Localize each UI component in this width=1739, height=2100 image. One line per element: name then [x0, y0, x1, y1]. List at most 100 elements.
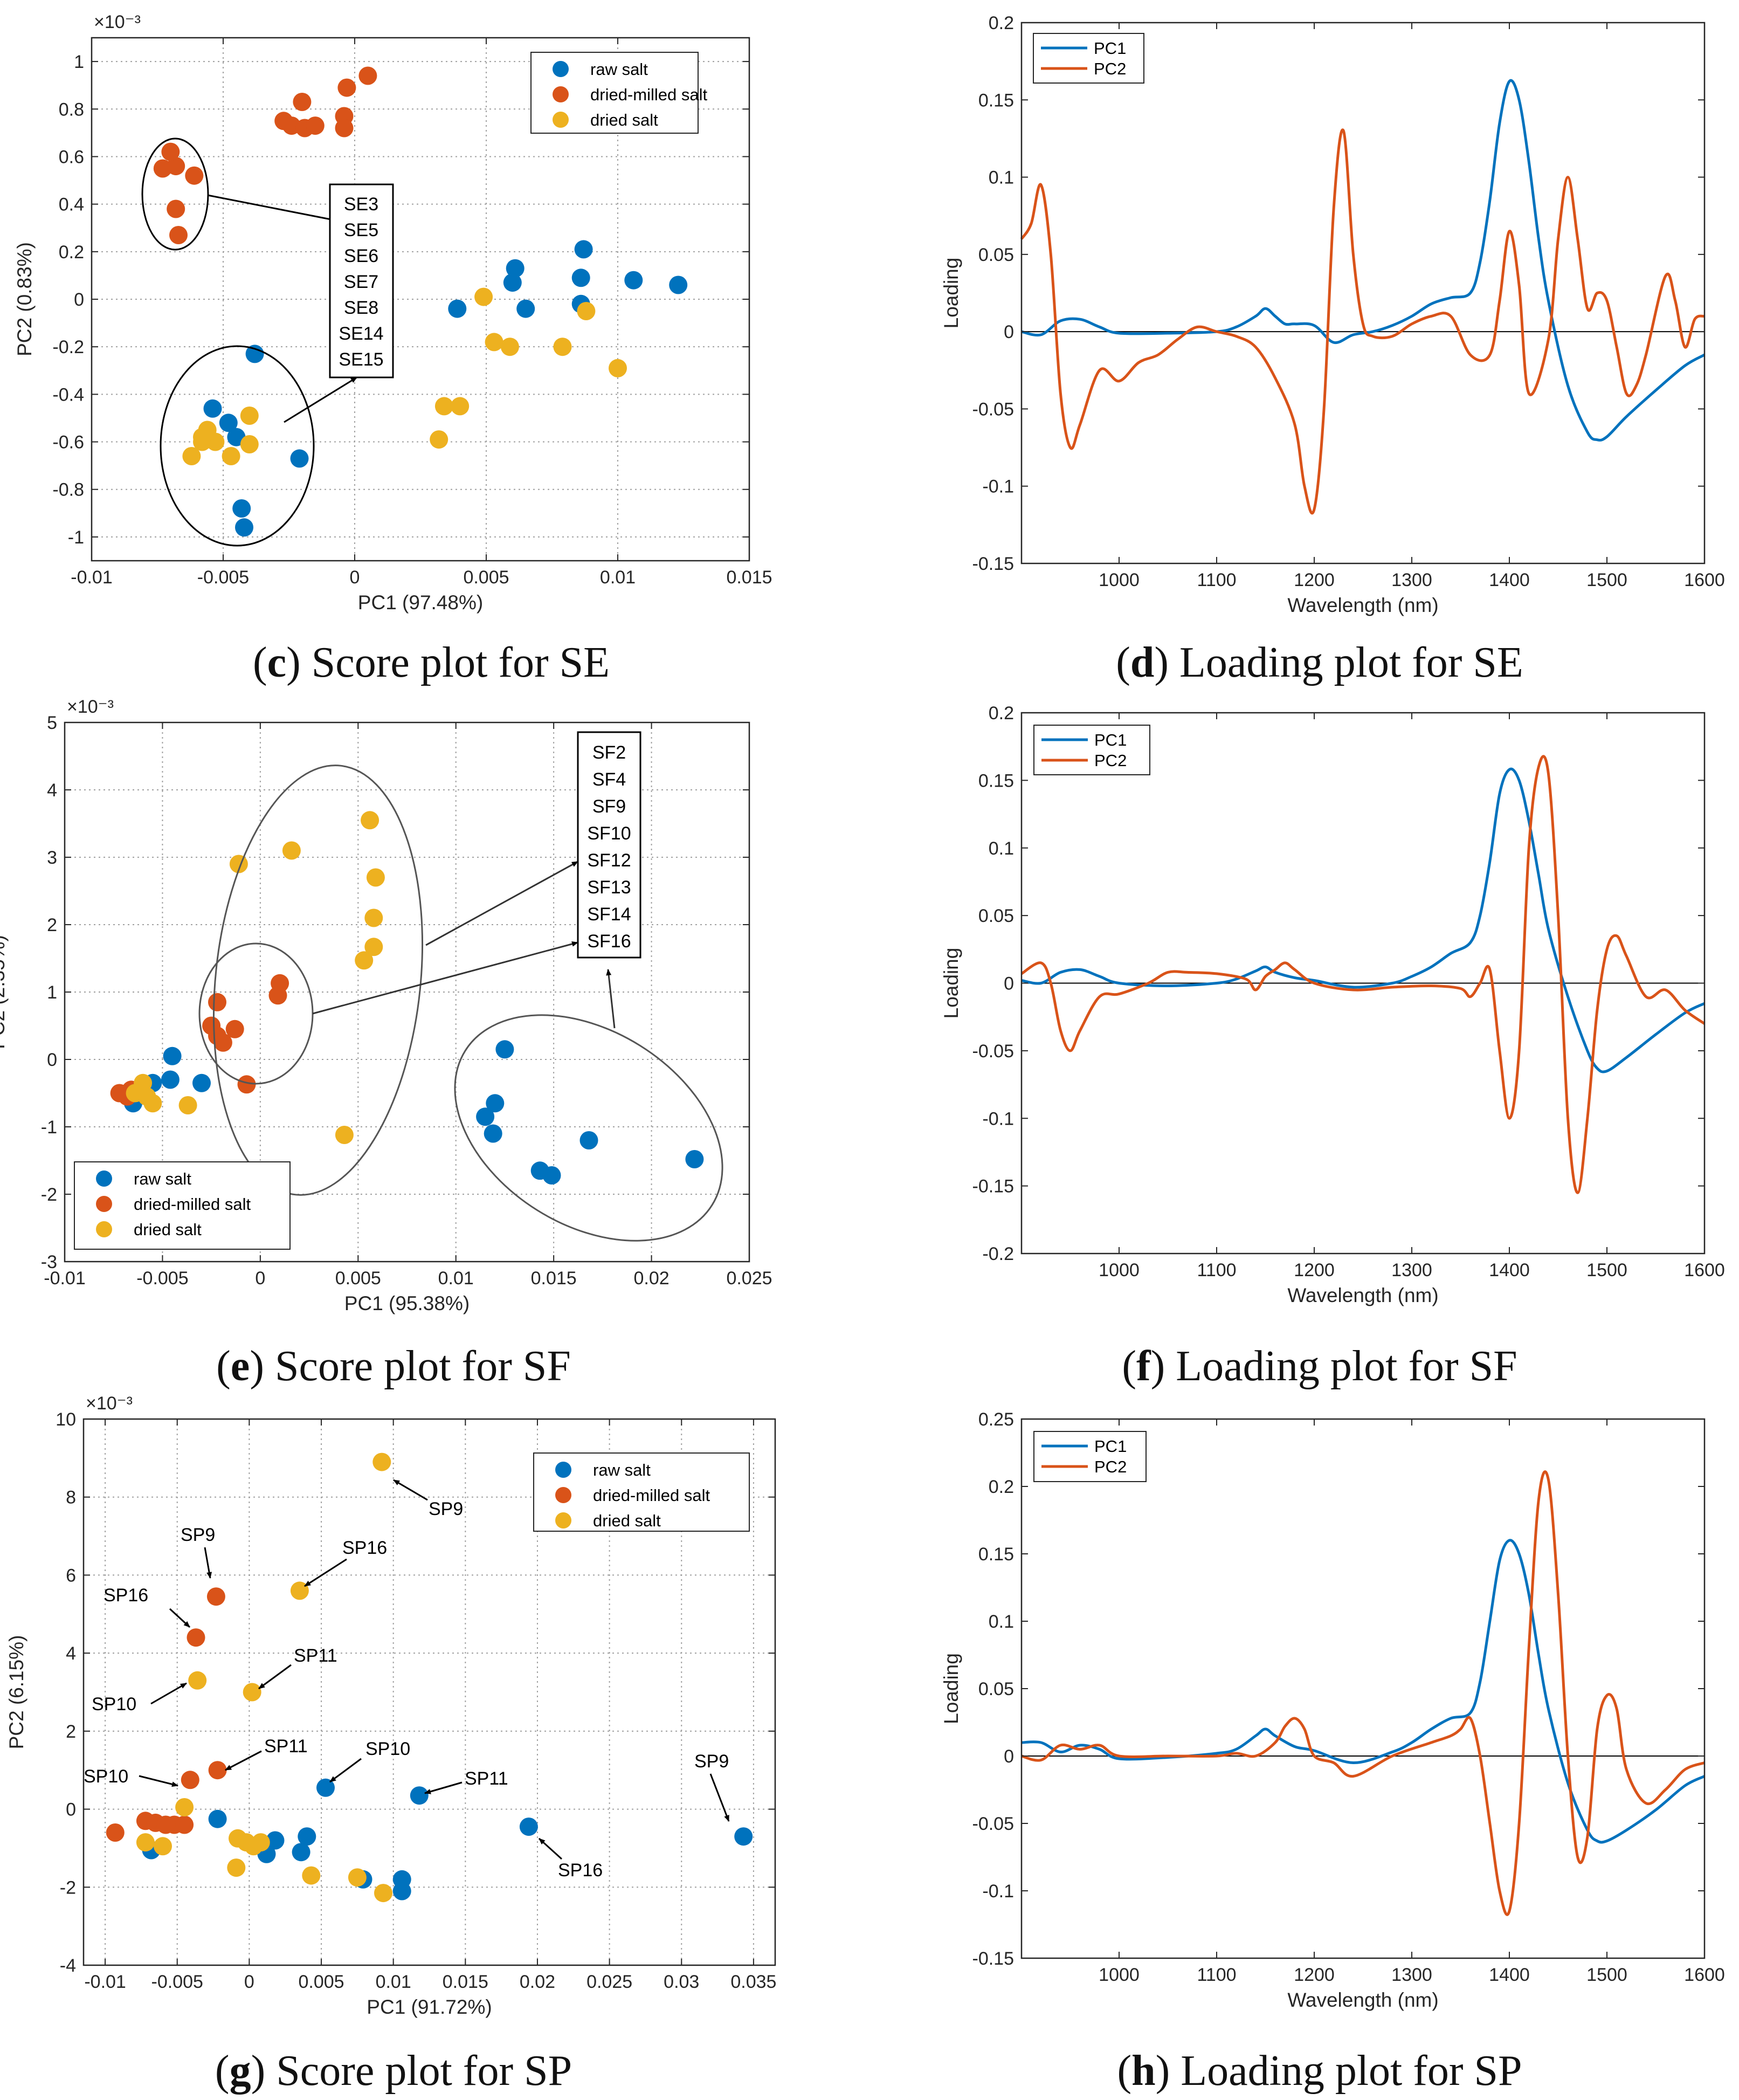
annotation-label: SP9: [694, 1751, 729, 1772]
data-point-dried-salt: [474, 287, 493, 306]
x-tick-label: 1000: [1099, 570, 1140, 590]
data-point-raw-salt: [685, 1150, 704, 1168]
y-tick-label: 4: [47, 780, 57, 801]
data-point-dried-salt: [178, 1096, 197, 1114]
score-plot-se: SE3 SE5 SE6 SE7 SE8 SE14 SE15 raw salt dr…: [13, 12, 772, 686]
annotation-label: SP9: [429, 1499, 463, 1519]
score-plot-sp: SP9 SP9 SP16 SP16 SP11 SP10 SP11 SP10 SP…: [5, 1393, 776, 2095]
y-tick-label: -0.05: [972, 1041, 1015, 1062]
x-tick-label: 1400: [1489, 1965, 1530, 1985]
y-tick-label: 0.25: [978, 1409, 1014, 1430]
legend-swatch: [553, 86, 569, 102]
legend-label: dried salt: [590, 111, 658, 129]
data-point-raw-salt: [516, 299, 535, 318]
caption-letter: c: [267, 639, 287, 686]
x-tick-label: 0.025: [586, 1972, 632, 1992]
y-tick-label: 0.2: [989, 703, 1014, 724]
data-point-raw-salt: [219, 414, 238, 432]
legend-swatch: [553, 61, 569, 77]
annotation-box: [577, 731, 641, 959]
data-point-raw-salt: [392, 1882, 411, 1901]
x-tick-label: 0.025: [726, 1268, 772, 1289]
data-point-dried-salt: [282, 841, 301, 860]
y-tick-label: 0: [74, 290, 84, 310]
annotation-arrow: [709, 1773, 730, 1822]
legend-box: [1033, 33, 1144, 84]
annotation-label: SF12: [587, 850, 631, 871]
axis-exponent-label: ×10⁻³: [67, 697, 114, 717]
y-tick-label: -2: [41, 1185, 57, 1205]
annotation-label: SE7: [344, 272, 378, 292]
data-point-dried-salt: [355, 951, 374, 970]
y-tick-label: 1: [47, 982, 57, 1003]
annotation-label: SE3: [344, 194, 378, 215]
data-point-dried-salt: [222, 447, 240, 465]
y-tick-label: -0.15: [972, 1948, 1015, 1969]
y-tick-label: 0.4: [59, 195, 84, 215]
x-tick-label: 1500: [1586, 1965, 1627, 1985]
annotation-label: SE6: [344, 246, 378, 266]
data-point-dried-milled-salt: [237, 1075, 256, 1094]
y-tick-label: 0: [1004, 974, 1014, 994]
y-tick-label: 0: [1004, 1746, 1014, 1767]
y-tick-label: 6: [66, 1565, 76, 1586]
x-tick-label: 0.005: [463, 567, 509, 588]
annotation-label: SP11: [294, 1645, 337, 1666]
data-point-raw-salt: [503, 273, 522, 292]
annotation-arrow: [139, 1775, 178, 1787]
y-tick-label: 0.15: [978, 1544, 1014, 1565]
legend-label: raw salt: [590, 60, 648, 79]
data-point-raw-salt: [506, 259, 525, 278]
y-tick-label: 0.15: [978, 90, 1014, 111]
data-point-dried-milled-salt: [268, 986, 287, 1005]
y-tick-label: 8: [66, 1488, 76, 1508]
data-point-dried-salt: [361, 811, 379, 830]
annotation-arrow: [258, 1664, 292, 1690]
y-tick-label: 10: [56, 1409, 76, 1430]
x-tick-label: 1600: [1684, 570, 1725, 590]
annotation-box: [329, 183, 394, 378]
y-tick-label: 0: [1004, 322, 1014, 342]
x-axis-label: Wavelength (nm): [1287, 594, 1438, 616]
x-tick-label: -0.005: [197, 567, 249, 588]
data-point-dried-salt: [577, 302, 596, 320]
x-tick-label: 1600: [1684, 1965, 1725, 1985]
x-axis-label: PC1 (95.38%): [344, 1292, 470, 1314]
y-tick-label: 2: [66, 1722, 76, 1742]
data-layer: [153, 66, 688, 537]
legend-box: [1033, 725, 1150, 775]
legend-label: raw salt: [134, 1169, 191, 1188]
data-point-raw-salt: [316, 1778, 335, 1797]
x-tick-label: 1100: [1197, 570, 1236, 590]
x-tick-label: -0.01: [71, 567, 113, 588]
series-line-pc2: [1021, 1470, 1705, 1916]
data-point-dried-milled-salt: [181, 1771, 199, 1789]
data-point-dried-milled-salt: [106, 1823, 125, 1842]
series-line-pc1: [1021, 79, 1706, 442]
y-tick-label: -4: [60, 1956, 76, 1976]
data-point-raw-salt: [410, 1786, 429, 1805]
y-tick-label: -0.1: [982, 1881, 1014, 1902]
x-tick-label: 1100: [1197, 1260, 1236, 1280]
legend-swatch: [555, 1512, 571, 1528]
panel-caption: (e) Score plot for SF: [216, 1342, 571, 1390]
data-point-dried-salt: [240, 435, 259, 453]
x-tick-label: 1400: [1489, 1260, 1530, 1280]
legend-swatch: [96, 1196, 112, 1212]
annotation-arrow: [538, 1837, 563, 1860]
y-tick-label: -1: [68, 527, 84, 548]
data-point-dried-milled-salt: [206, 1587, 225, 1606]
data-point-dried-salt: [434, 397, 453, 416]
annotation-label: SE14: [339, 323, 383, 344]
annotation-label: SF13: [587, 877, 631, 898]
annotation-label: SP11: [264, 1736, 308, 1757]
x-tick-label: 1000: [1099, 1260, 1140, 1280]
x-tick-label: -0.005: [151, 1972, 203, 1992]
x-tick-label: 1300: [1391, 570, 1432, 590]
x-tick-label: 0: [255, 1268, 265, 1289]
legend-label: PC2: [1094, 1457, 1127, 1476]
y-tick-label: -0.2: [982, 1244, 1014, 1264]
y-tick-label: -2: [60, 1877, 76, 1898]
